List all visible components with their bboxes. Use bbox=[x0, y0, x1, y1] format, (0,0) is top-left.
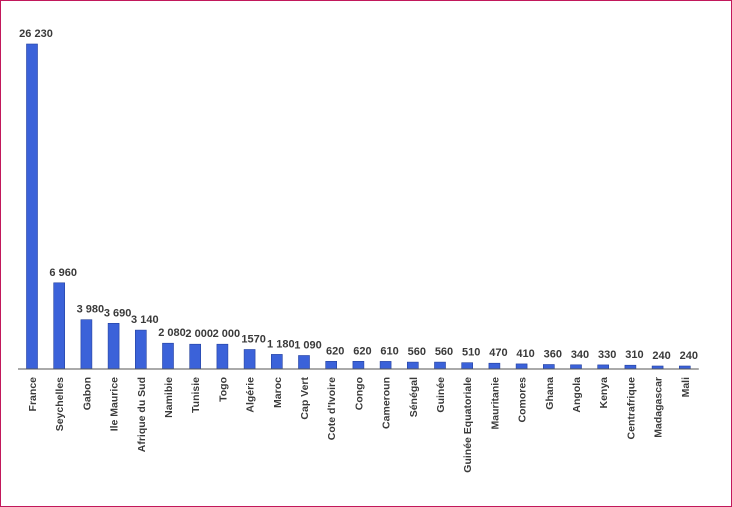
value-label-14: 560 bbox=[408, 346, 426, 358]
category-label-10: Cap Vert bbox=[299, 377, 311, 420]
category-label-14: Sénégal bbox=[408, 377, 420, 417]
value-label-15: 560 bbox=[435, 346, 453, 358]
category-label-11: Cote d'Ivoire bbox=[326, 377, 338, 440]
bar-9 bbox=[270, 354, 283, 370]
category-label-13: Cameroun bbox=[381, 377, 393, 429]
value-label-21: 330 bbox=[598, 349, 616, 361]
category-label-21: Kenya bbox=[598, 377, 610, 409]
category-label-0: France bbox=[27, 377, 39, 412]
category-label-4: Afrique du Sud bbox=[136, 377, 148, 452]
category-label-6: Tunisie bbox=[190, 377, 202, 413]
value-label-18: 410 bbox=[516, 348, 534, 360]
value-label-20: 340 bbox=[571, 349, 589, 361]
bar-19 bbox=[542, 364, 555, 370]
value-label-6: 2 000 bbox=[185, 328, 213, 340]
bar-18 bbox=[515, 363, 528, 370]
value-label-17: 470 bbox=[489, 347, 507, 359]
bar-1 bbox=[53, 282, 66, 370]
category-label-19: Ghana bbox=[544, 377, 556, 410]
bar-0 bbox=[26, 43, 38, 370]
category-label-5: Namibie bbox=[163, 377, 175, 418]
value-label-0: 26 230 bbox=[19, 28, 53, 40]
category-label-7: Togo bbox=[217, 377, 229, 402]
category-label-12: Congo bbox=[353, 377, 365, 410]
bar-16 bbox=[461, 362, 474, 370]
category-label-22: Centrafrique bbox=[625, 377, 637, 440]
value-label-7: 2 000 bbox=[213, 328, 241, 340]
category-label-23: Madagascar bbox=[653, 377, 665, 438]
bar-5 bbox=[162, 342, 174, 370]
category-label-17: Mauritanie bbox=[489, 377, 501, 430]
value-label-16: 510 bbox=[462, 347, 480, 359]
bar-20 bbox=[570, 364, 582, 370]
category-label-2: Gabon bbox=[81, 377, 93, 410]
value-label-12: 620 bbox=[353, 345, 371, 357]
bar-14 bbox=[406, 361, 419, 370]
bars-group bbox=[26, 43, 691, 370]
value-label-24: 240 bbox=[680, 350, 698, 362]
bar-4 bbox=[135, 329, 147, 370]
value-label-19: 360 bbox=[544, 349, 562, 361]
bar-21 bbox=[597, 364, 610, 370]
category-labels-group: France Seychelles Gabon Ile Maurice Afrique … bbox=[27, 377, 692, 473]
value-label-22: 310 bbox=[625, 349, 643, 361]
bar-13 bbox=[379, 361, 392, 370]
category-label-20: Angola bbox=[571, 377, 583, 413]
category-label-16: Guinée Equatoriale bbox=[462, 377, 474, 473]
value-label-4: 3 140 bbox=[131, 314, 159, 326]
bar-6 bbox=[189, 343, 201, 370]
value-label-10: 1 090 bbox=[294, 339, 322, 351]
value-label-5: 2 080 bbox=[158, 327, 186, 339]
bar-11 bbox=[325, 360, 338, 370]
category-label-8: Algérie bbox=[245, 377, 257, 413]
value-label-8: 1570 bbox=[241, 334, 265, 346]
bar-17 bbox=[488, 362, 501, 370]
category-label-9: Maroc bbox=[272, 377, 284, 408]
value-label-3: 3 690 bbox=[104, 307, 132, 319]
bar-2 bbox=[80, 319, 93, 370]
bar-15 bbox=[434, 361, 446, 370]
category-label-18: Comores bbox=[517, 377, 529, 423]
value-label-2: 3 980 bbox=[77, 304, 105, 316]
bar-3 bbox=[107, 322, 120, 370]
bar-22 bbox=[624, 364, 637, 370]
category-label-24: Mali bbox=[680, 377, 692, 398]
bar-12 bbox=[352, 360, 365, 370]
value-label-23: 240 bbox=[652, 350, 670, 362]
value-label-1: 6 960 bbox=[49, 267, 77, 279]
bar-7 bbox=[216, 343, 229, 370]
category-label-3: Ile Maurice bbox=[109, 377, 121, 431]
value-label-9: 1 180 bbox=[267, 338, 295, 350]
bar-8 bbox=[243, 349, 256, 370]
value-label-13: 610 bbox=[380, 345, 398, 357]
value-label-11: 620 bbox=[326, 345, 344, 357]
category-label-15: Guinée bbox=[435, 377, 447, 413]
bar-10 bbox=[298, 355, 310, 370]
category-label-1: Seychelles bbox=[54, 377, 66, 431]
